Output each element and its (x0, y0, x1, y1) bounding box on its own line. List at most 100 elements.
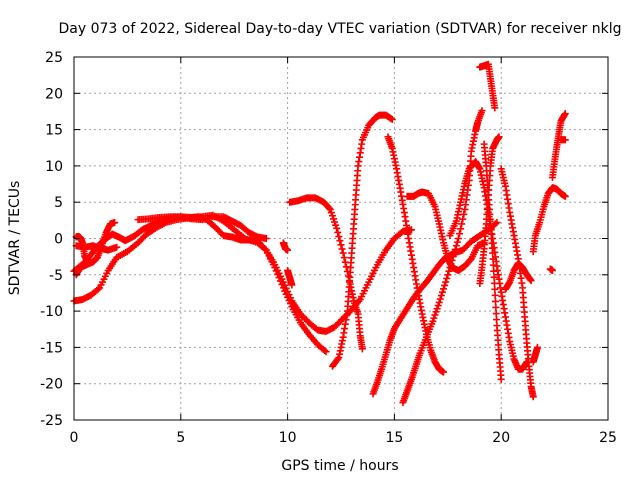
data-point (358, 345, 366, 353)
data-point (344, 272, 352, 280)
data-point (334, 228, 342, 236)
data-point (431, 311, 439, 319)
y-tick-label: -25 (40, 413, 63, 429)
data-point (490, 279, 498, 287)
x-axis-label: GPS time / hours (281, 458, 398, 474)
data-point (437, 292, 445, 300)
data-point (286, 300, 294, 308)
data-point (339, 249, 347, 257)
series-arc-4 (72, 219, 119, 279)
data-point (325, 204, 333, 212)
data-point (284, 293, 292, 301)
data-point (433, 305, 441, 313)
y-tick-label: -5 (49, 268, 63, 284)
series-arc-10 (328, 111, 396, 370)
data-point (478, 107, 486, 115)
data-point (491, 285, 499, 293)
series-arc-16 (476, 60, 499, 112)
data-point (276, 277, 284, 285)
data-point (497, 375, 505, 383)
data-point (490, 267, 498, 275)
chart-title: Day 073 of 2022, Sidereal Day-to-day VTE… (59, 21, 622, 37)
x-tick-label: 5 (176, 430, 185, 446)
data-point (492, 310, 500, 318)
data-point (457, 225, 465, 233)
data-point (454, 235, 462, 242)
y-tick-label: -10 (40, 304, 63, 320)
data-point (388, 115, 396, 123)
data-point (442, 278, 450, 286)
data-point (94, 285, 102, 293)
y-tick-label: 5 (54, 195, 63, 211)
data-point (285, 296, 293, 304)
data-point (281, 287, 289, 295)
series-arc-7 (279, 239, 292, 254)
x-tick-label: 25 (599, 430, 617, 446)
data-point (527, 277, 535, 285)
series-arc-20 (501, 259, 535, 293)
data-point (436, 295, 444, 303)
data-point (491, 291, 499, 299)
data-point (495, 133, 503, 141)
x-tick-labels: 0 5 10 15 20 25 (70, 430, 617, 446)
data-point (492, 303, 500, 311)
data-point (113, 243, 121, 251)
data-point (333, 224, 341, 232)
data-point (322, 348, 330, 356)
series-arc-23 (546, 265, 556, 274)
data-point (444, 271, 452, 279)
data-point (561, 136, 569, 144)
data-point (332, 221, 340, 229)
data-point (449, 253, 457, 261)
x-tick-label: 0 (70, 430, 79, 446)
data-point (441, 281, 449, 289)
data-point (111, 219, 119, 227)
data-point (445, 267, 453, 275)
data-point (458, 220, 466, 228)
data-point (493, 219, 501, 227)
y-tick-label: 20 (45, 86, 63, 102)
data-point (337, 241, 345, 249)
data-point (83, 256, 91, 264)
data-point (282, 290, 290, 298)
x-tick-label: 20 (492, 430, 510, 446)
data-point (272, 267, 280, 275)
data-point (326, 205, 334, 213)
y-tick-label: 10 (45, 159, 63, 175)
data-point (452, 242, 460, 250)
data-point (492, 297, 500, 305)
y-tick-labels: 25 20 15 10 5 0 -5 -10 -15 -20 -25 (40, 50, 63, 429)
series-arc-8 (284, 266, 296, 289)
series-arc-6 (134, 213, 270, 242)
data-point (338, 245, 346, 253)
data-point (327, 209, 335, 217)
data-point (275, 274, 283, 282)
series-arc-22 (529, 184, 569, 256)
y-tick-label: 0 (54, 232, 63, 248)
data-markers (70, 60, 569, 407)
series-arc-18 (480, 140, 505, 383)
data-point (459, 215, 467, 223)
gridlines (74, 57, 608, 420)
data-point (429, 317, 437, 325)
data-point (529, 393, 537, 401)
data-point (491, 104, 499, 112)
y-tick-label: -20 (40, 377, 63, 393)
data-point (288, 281, 296, 289)
data-point (261, 245, 269, 253)
data-point (534, 343, 542, 351)
data-point (331, 218, 339, 226)
series-arc-19 (497, 165, 537, 401)
data-point (335, 233, 343, 241)
data-point (443, 274, 451, 282)
x-tick-label: 10 (279, 430, 297, 446)
data-point (284, 246, 292, 254)
data-point (493, 316, 501, 324)
data-point (321, 347, 329, 355)
data-point (489, 261, 497, 269)
data-point (271, 264, 279, 272)
data-point (440, 285, 448, 293)
data-point (456, 230, 464, 238)
